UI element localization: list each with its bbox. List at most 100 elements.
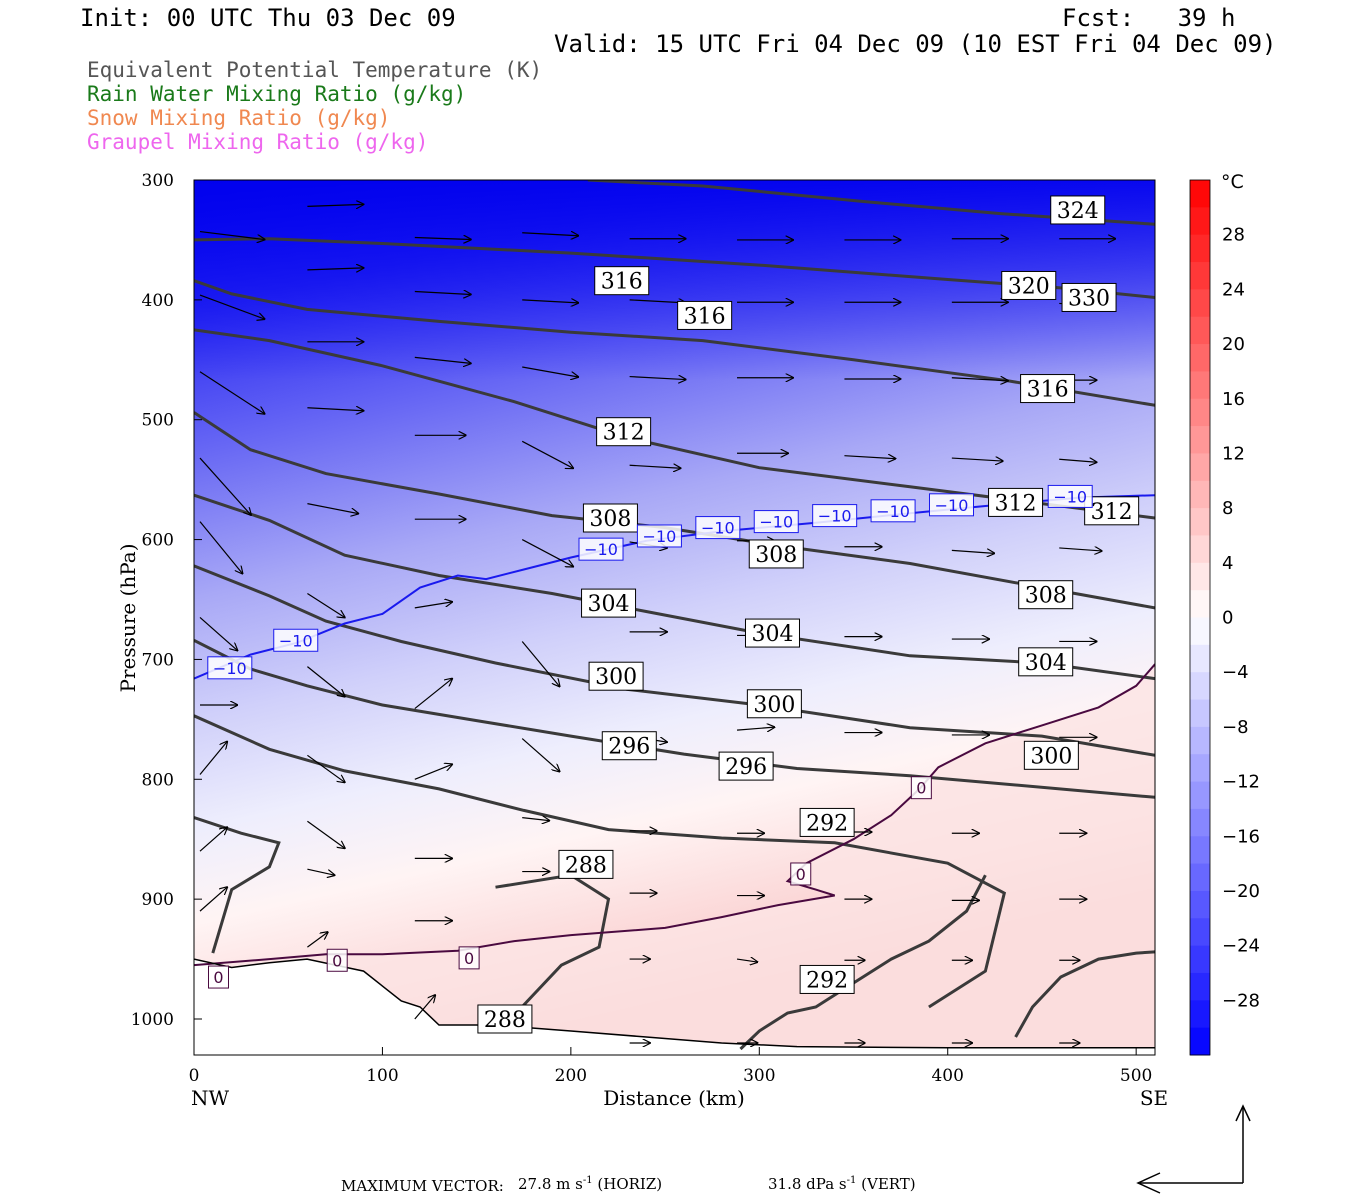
theta-e-contour-label: 308 <box>748 539 804 569</box>
vert-value: 31.8 dPa s <box>768 1175 847 1193</box>
theta-e-label-text: 292 <box>806 968 848 993</box>
colorbar-tick-label: 16 <box>1222 389 1245 410</box>
colorbar-tick-label: −20 <box>1222 881 1260 902</box>
colorbar-swatch <box>1190 535 1210 564</box>
colorbar-swatch <box>1190 1000 1210 1029</box>
colorbar-swatch <box>1190 180 1210 208</box>
colorbar-tick-label: 20 <box>1222 334 1245 355</box>
wind-vector <box>199 230 265 240</box>
theta-e-label-text: 308 <box>1025 584 1067 609</box>
theta-e-label-text: 300 <box>753 693 795 718</box>
wind-vector <box>414 238 471 240</box>
isotherm-label: −10 <box>636 524 682 548</box>
theta-e-label-text: 296 <box>608 735 650 760</box>
theta-e-contour-label: 304 <box>581 588 637 618</box>
colorbar-swatch <box>1190 426 1210 454</box>
colorbar-swatch <box>1190 890 1210 919</box>
wind-vector <box>414 995 435 1020</box>
x-axis-se-label: SE <box>1140 1086 1168 1110</box>
isotherm-label-text: −10 <box>213 659 247 678</box>
colorbar-swatch <box>1190 262 1210 290</box>
theta-e-label-text: 300 <box>1030 744 1072 769</box>
colorbar-swatch <box>1190 289 1210 318</box>
isotherm-label: −10 <box>928 493 974 517</box>
theta-e-contour-label: 330 <box>1061 282 1117 312</box>
theta-e-contour-line <box>194 638 1155 799</box>
wind-vector <box>307 503 358 514</box>
wind-vector <box>199 457 251 515</box>
theta-e-contour-label: 316 <box>1020 374 1076 404</box>
colorbar-tick-label: 28 <box>1222 225 1245 246</box>
wind-vector <box>844 456 895 459</box>
colorbar-swatch <box>1190 344 1210 372</box>
wind-vector <box>629 377 686 380</box>
vert-unit: (VERT) <box>861 1175 916 1193</box>
theta-e-contour-line <box>194 816 281 954</box>
theta-e-contour-label: 300 <box>588 661 644 691</box>
y-tick-label: 700 <box>142 650 174 670</box>
colorbar-swatch <box>1190 918 1210 947</box>
y-tick-label: 900 <box>142 890 174 910</box>
isotherm-label-text: 0 <box>332 951 342 970</box>
colorbar-tick-label: 0 <box>1222 608 1233 629</box>
y-tick-label: 300 <box>142 171 174 191</box>
terrain-line <box>194 958 1155 1049</box>
wind-vector <box>199 371 265 414</box>
isotherm-label: −10 <box>870 499 916 523</box>
theta-e-contour-label: 316 <box>677 300 733 330</box>
colorbar-swatch <box>1190 945 1210 974</box>
theta-e-contour-line <box>194 564 1155 757</box>
wind-vector <box>521 641 559 686</box>
horiz-unit: (HORIZ) <box>597 1175 663 1193</box>
isotherm-label: 0 <box>790 862 812 886</box>
wind-vector <box>951 550 995 553</box>
colorbar-swatch <box>1190 699 1210 728</box>
horiz-value: 27.8 m s <box>518 1175 583 1193</box>
theta-e-contour-label: 312 <box>596 417 652 447</box>
isotherm-label: 0 <box>458 946 480 970</box>
wind-vector <box>736 727 774 730</box>
below-ground-mask <box>194 959 1155 1055</box>
wind-vector <box>522 366 578 377</box>
theta-e-label-text: 304 <box>1025 651 1067 676</box>
theta-e-contour-label: 320 <box>1001 270 1057 300</box>
colorbar-tick-label: −28 <box>1222 990 1260 1011</box>
x-axis-nw-label: NW <box>191 1086 230 1110</box>
colorbar-swatch <box>1190 1027 1210 1056</box>
colorbar-swatch <box>1190 508 1210 536</box>
y-axis-label: Pressure (hPa) <box>116 544 140 693</box>
reference-vector-icon <box>1136 1104 1251 1194</box>
theta-e-label-text: 308 <box>755 543 797 568</box>
theta-e-contour-label: 296 <box>718 751 774 781</box>
valid-time: Valid: 15 UTC Fri 04 Dec 09 (10 EST Fri … <box>554 30 1277 58</box>
theta-e-label-text: 288 <box>565 853 607 878</box>
colorbar-tick-label: 12 <box>1222 443 1245 464</box>
wind-vector <box>1059 548 1102 551</box>
colorbar-swatch <box>1190 316 1210 345</box>
wind-vector <box>307 408 363 411</box>
theta-e-label-text: 312 <box>603 421 645 446</box>
colorbar-swatch <box>1190 972 1210 1001</box>
isotherm-label-text: −10 <box>759 513 793 532</box>
warm-region-shading <box>194 664 1155 1055</box>
theta-e-label-text: 288 <box>484 1008 526 1033</box>
colorbar-tick-label: −16 <box>1222 826 1260 847</box>
theta-e-label-text: 304 <box>751 622 793 647</box>
isotherm-label-text: −10 <box>818 507 852 526</box>
colorbar-tick-label: −4 <box>1222 662 1249 683</box>
theta-e-label-text: 316 <box>684 304 726 329</box>
isotherm-label-text: −10 <box>876 502 910 521</box>
wind-vector <box>307 268 363 270</box>
wind-vector <box>951 378 1008 381</box>
theta-e-contour-label: 312 <box>1084 496 1140 526</box>
theta-e-contour-label: 324 <box>1050 195 1106 225</box>
wind-vector <box>307 666 344 697</box>
colorbar-swatch <box>1190 453 1210 482</box>
legend-graupel: Graupel Mixing Ratio (g/kg) <box>87 130 429 154</box>
isotherm-label-text: −10 <box>643 527 677 546</box>
theta-e-contour-label: 308 <box>582 503 638 533</box>
wind-vector <box>414 764 452 780</box>
max-vector-label: MAXIMUM VECTOR: <box>341 1177 504 1195</box>
theta-e-label-text: 312 <box>1091 500 1133 525</box>
colorbar-swatch <box>1190 207 1210 236</box>
